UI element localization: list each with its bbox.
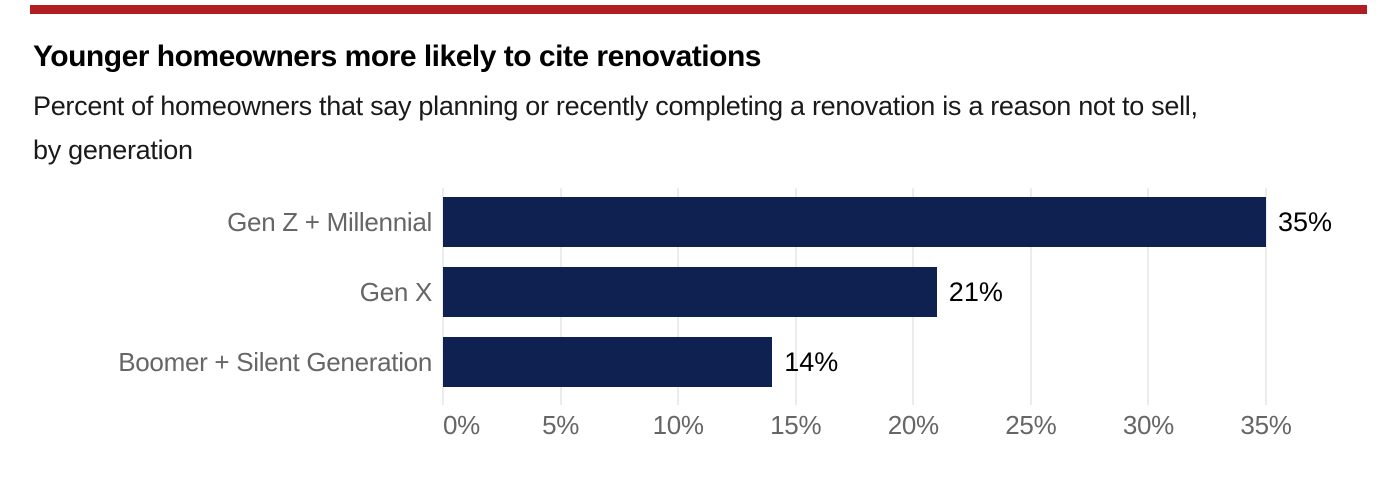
x-axis-tick-label: 25% — [1005, 410, 1057, 440]
x-axis-tick-label: 15% — [770, 410, 822, 440]
accent-rule — [30, 5, 1367, 14]
value-label: 14% — [784, 347, 839, 377]
category-label: Boomer + Silent Generation — [118, 347, 432, 377]
category-label: Gen Z + Millennial — [227, 207, 432, 237]
x-axis-tick-label: 5% — [542, 410, 580, 440]
category-label: Gen X — [359, 277, 433, 307]
bar — [443, 337, 773, 387]
x-axis-tick-label: 20% — [887, 410, 939, 440]
gridline — [1147, 188, 1150, 405]
chart-subtitle: Percent of homeowners that say planning … — [33, 91, 1198, 165]
value-label: 35% — [1278, 207, 1333, 237]
value-label: 21% — [948, 277, 1003, 307]
bar — [443, 197, 1266, 247]
gridline — [1029, 188, 1032, 405]
gridline — [1265, 188, 1267, 405]
x-axis-tick-label: 30% — [1122, 410, 1174, 440]
x-axis-tick-label: 0% — [443, 410, 480, 440]
chart-title: Younger homeowners more likely to cite r… — [33, 40, 761, 73]
x-axis-tick-label: 10% — [652, 410, 704, 440]
bar — [443, 267, 937, 317]
x-axis-tick-label: 35% — [1240, 410, 1292, 440]
